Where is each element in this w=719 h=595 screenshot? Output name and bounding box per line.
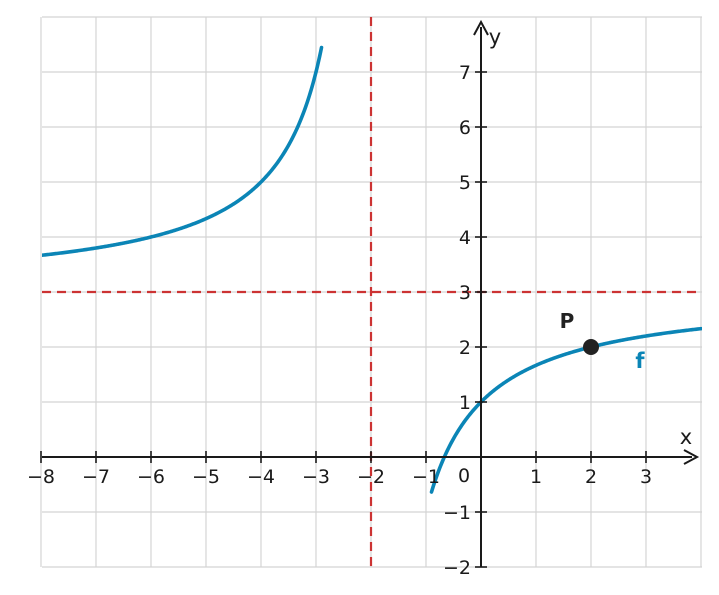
curve-label-f: f <box>635 349 645 373</box>
asymptotes <box>42 17 702 567</box>
x-tick-label: −5 <box>192 466 220 488</box>
x-tick-label: −8 <box>27 466 55 488</box>
x-axis-label: x <box>680 425 692 449</box>
y-tick-label: 7 <box>459 62 471 84</box>
curve-branch-right <box>429 326 702 494</box>
point-label-p: P <box>560 309 575 333</box>
y-axis-arrow <box>473 19 489 36</box>
x-tick-label: 3 <box>640 466 652 488</box>
y-tick-label: 6 <box>459 117 471 139</box>
ticks: −8 −7 −6 −5 −4 −3 −2 −1 1 2 3 −2 −1 1 2 3 4 5 6 7 <box>27 62 652 579</box>
x-tick-label: −2 <box>357 466 385 488</box>
curve-f <box>42 45 702 494</box>
y-tick-label: −1 <box>443 502 471 524</box>
x-tick-label: −7 <box>82 466 110 488</box>
y-tick-label: 5 <box>459 172 471 194</box>
x-tick-label: 2 <box>585 466 597 488</box>
y-tick-label: 2 <box>459 337 471 359</box>
x-tick-label: −3 <box>302 466 330 488</box>
x-tick-label: −1 <box>412 466 440 488</box>
x-tick-label: −4 <box>247 466 275 488</box>
y-axis-label: y <box>489 25 501 49</box>
y-tick-label: −2 <box>443 557 471 579</box>
y-tick-label: 4 <box>459 227 471 249</box>
y-tick-label: 3 <box>459 282 471 304</box>
x-tick-label: 1 <box>530 466 542 488</box>
point-p <box>583 339 599 355</box>
x-tick-label: −6 <box>137 466 165 488</box>
origin-label: 0 <box>458 465 470 487</box>
x-axis-arrow <box>683 449 700 465</box>
y-tick-label: 1 <box>459 392 471 414</box>
points: P <box>560 309 599 355</box>
curve-branch-left <box>42 45 324 258</box>
